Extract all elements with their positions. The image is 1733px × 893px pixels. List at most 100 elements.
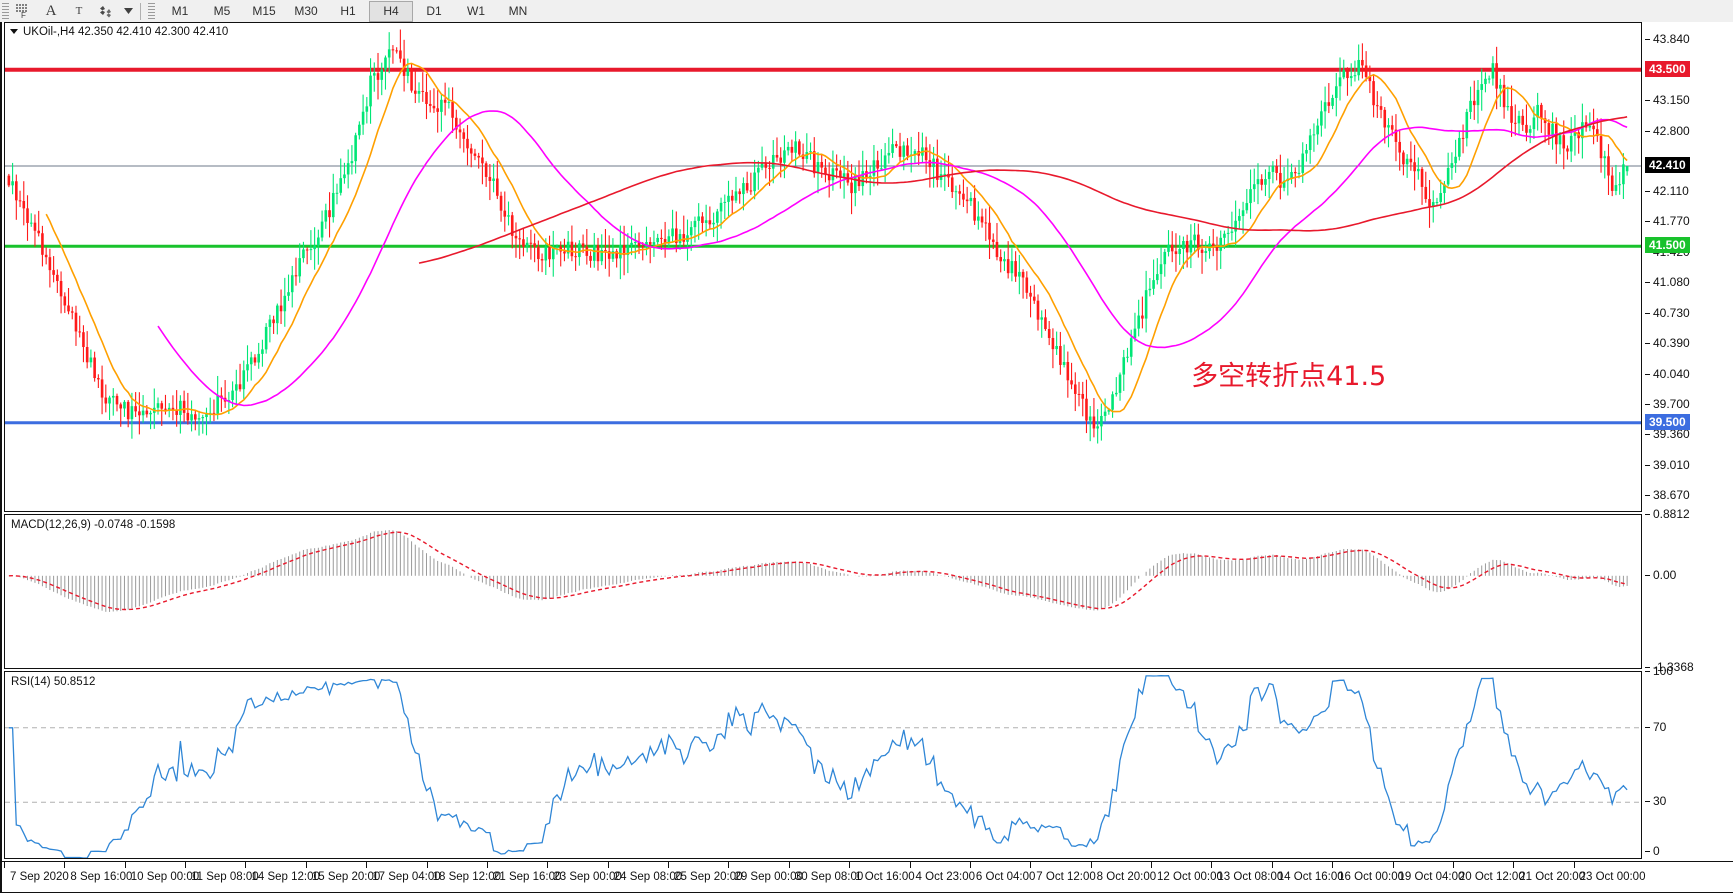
time-separator — [185, 862, 187, 868]
time-tick: 14 Oct 16:00 — [1277, 871, 1344, 883]
time-tick: 14 Sep 12:00 — [251, 871, 320, 883]
time-separator — [849, 862, 851, 868]
toolbar-grip[interactable] — [2, 2, 9, 20]
time-separator — [1271, 862, 1273, 868]
price-badge-resistance-line: 43.500 — [1645, 60, 1690, 77]
chevron-down-icon[interactable] — [121, 1, 135, 21]
timeframe-m30[interactable]: M30 — [294, 4, 318, 18]
text-a-icon[interactable]: A — [45, 2, 57, 19]
time-separator — [245, 862, 247, 868]
chart-toolbar: F A T M1 M5 M15 M30 H1 H4 D1 W1 MN — [0, 0, 1733, 23]
chart-frame: UKOil-,H4 42.350 42.410 42.300 42.410 多空… — [0, 22, 1733, 893]
rsi-tick: 30 — [1644, 794, 1667, 809]
time-tick: 8 Oct 20:00 — [1096, 871, 1157, 883]
price-tick: 40.040 — [1645, 367, 1690, 382]
time-tick: 20 Oct 12:00 — [1458, 871, 1525, 883]
price-tick: 40.390 — [1645, 336, 1690, 351]
rsi-chart-canvas — [5, 675, 1641, 858]
time-separator — [1452, 862, 1454, 868]
price-tick: 39.360 — [1645, 427, 1690, 442]
timeframe-d1[interactable]: D1 — [426, 4, 442, 18]
time-tick: 11 Sep 08:00 — [191, 871, 259, 883]
rsi-tick: 70 — [1644, 719, 1667, 734]
time-tick: 23 Sep 00:00 — [553, 871, 622, 883]
text-label-icon[interactable]: T — [75, 5, 83, 17]
time-separator — [4, 862, 5, 868]
timeframe-m1[interactable]: M1 — [171, 4, 189, 18]
time-separator — [547, 862, 549, 868]
timeframe-h4[interactable]: H4 — [369, 0, 413, 22]
time-separator — [1211, 862, 1213, 868]
macd-tick: 0.8812 — [1645, 507, 1690, 521]
time-tick: 17 Sep 04:00 — [372, 871, 441, 883]
macd-axis: 0.8812 0.00 -1.3368 — [1643, 507, 1733, 674]
symbol-collapse-arrow[interactable] — [10, 29, 18, 34]
timeframe-group: M1 M5 M15 M30 H1 H4 D1 W1 MN — [159, 0, 539, 22]
macd-pane[interactable]: MACD(12,26,9) -0.0748 -0.1598 — [4, 514, 1642, 669]
macd-tick: 0.00 — [1644, 567, 1677, 582]
price-tick: 41.080 — [1645, 275, 1690, 290]
grid-f-icon[interactable]: F — [9, 1, 37, 21]
time-separator — [1513, 862, 1515, 868]
timeframe-h1[interactable]: H1 — [340, 4, 356, 18]
price-badge-support-line: 39.500 — [1645, 413, 1690, 430]
price-chart-canvas — [5, 29, 1641, 444]
price-pane[interactable]: UKOil-,H4 42.350 42.410 42.300 42.410 多空… — [4, 22, 1642, 512]
time-tick: 24 Sep 08:00 — [613, 871, 683, 883]
time-tick: 1 Oct 16:00 — [855, 871, 915, 883]
time-separator — [1030, 862, 1032, 868]
time-separator — [788, 862, 790, 868]
time-tick: 12 Oct 00:00 — [1157, 871, 1223, 883]
time-separator — [1332, 862, 1334, 868]
time-separator — [668, 862, 670, 868]
time-tick: 8 Sep 16:00 — [70, 871, 133, 883]
timeframe-grip[interactable] — [148, 2, 155, 20]
time-separator — [1090, 862, 1092, 868]
price-tick: 43.840 — [1645, 31, 1690, 46]
time-separator — [607, 862, 609, 868]
time-separator — [426, 862, 428, 868]
rsi-axis: 100 70 30 0 — [1643, 664, 1733, 859]
time-separator — [486, 862, 488, 868]
rsi-pane[interactable]: RSI(14) 50.8512 — [4, 671, 1642, 859]
time-tick: 25 Sep 20:00 — [674, 871, 743, 883]
macd-chart-canvas — [8, 530, 1628, 612]
time-tick: 10 Sep 00:00 — [130, 871, 200, 883]
time-separator — [305, 862, 307, 868]
timeframe-mn[interactable]: MN — [508, 4, 528, 18]
time-tick: 16 Oct 00:00 — [1338, 871, 1404, 883]
time-separator — [366, 862, 368, 868]
time-separator — [1392, 862, 1394, 868]
macd-label: MACD(12,26,9) -0.0748 -0.1598 — [11, 519, 176, 531]
timeframe-m5[interactable]: M5 — [213, 4, 231, 18]
rsi-tick: 100 — [1644, 664, 1674, 678]
rsi-tick: 0 — [1645, 844, 1660, 858]
objects-icon[interactable] — [93, 1, 121, 21]
time-tick: 6 Oct 04:00 — [975, 871, 1036, 883]
symbol-ohlc-label: UKOil-,H4 42.350 42.410 42.300 42.410 — [23, 26, 229, 38]
price-tick: 43.150 — [1645, 92, 1690, 107]
rsi-label: RSI(14) 50.8512 — [11, 676, 96, 688]
time-axis[interactable]: 7 Sep 2020 8 Sep 16:00 10 Sep 00:00 11 Sep … — [2, 861, 1733, 893]
time-tick: 23 Oct 00:00 — [1579, 871, 1646, 883]
price-badge-pivot-line: 41.500 — [1645, 237, 1690, 254]
time-tick: 19 Oct 04:00 — [1398, 871, 1465, 883]
time-tick: 7 Sep 2020 — [10, 871, 69, 883]
macd-tick: -1.3368 — [1645, 660, 1694, 674]
time-separator — [909, 862, 911, 868]
timeframe-w1[interactable]: W1 — [467, 4, 485, 18]
chart-annotation-text: 多空转折点41.5 — [1191, 360, 1387, 392]
price-tick: 38.670 — [1645, 487, 1690, 502]
price-tick: 39.010 — [1645, 457, 1690, 472]
price-badge-current-price-line: 42.410 — [1645, 156, 1690, 173]
price-tick: 42.800 — [1645, 123, 1690, 138]
time-separator — [728, 862, 730, 868]
time-tick: 4 Oct 23:00 — [915, 871, 976, 883]
time-tick: 13 Oct 08:00 — [1217, 871, 1284, 883]
time-tick: 29 Sep 00:00 — [734, 871, 803, 883]
price-axis[interactable]: 43.84043.15042.80042.11041.77041.42041.0… — [1643, 22, 1733, 512]
timeframe-m15[interactable]: M15 — [252, 4, 276, 18]
time-separator — [1151, 862, 1153, 868]
svg-text:F: F — [21, 11, 26, 19]
